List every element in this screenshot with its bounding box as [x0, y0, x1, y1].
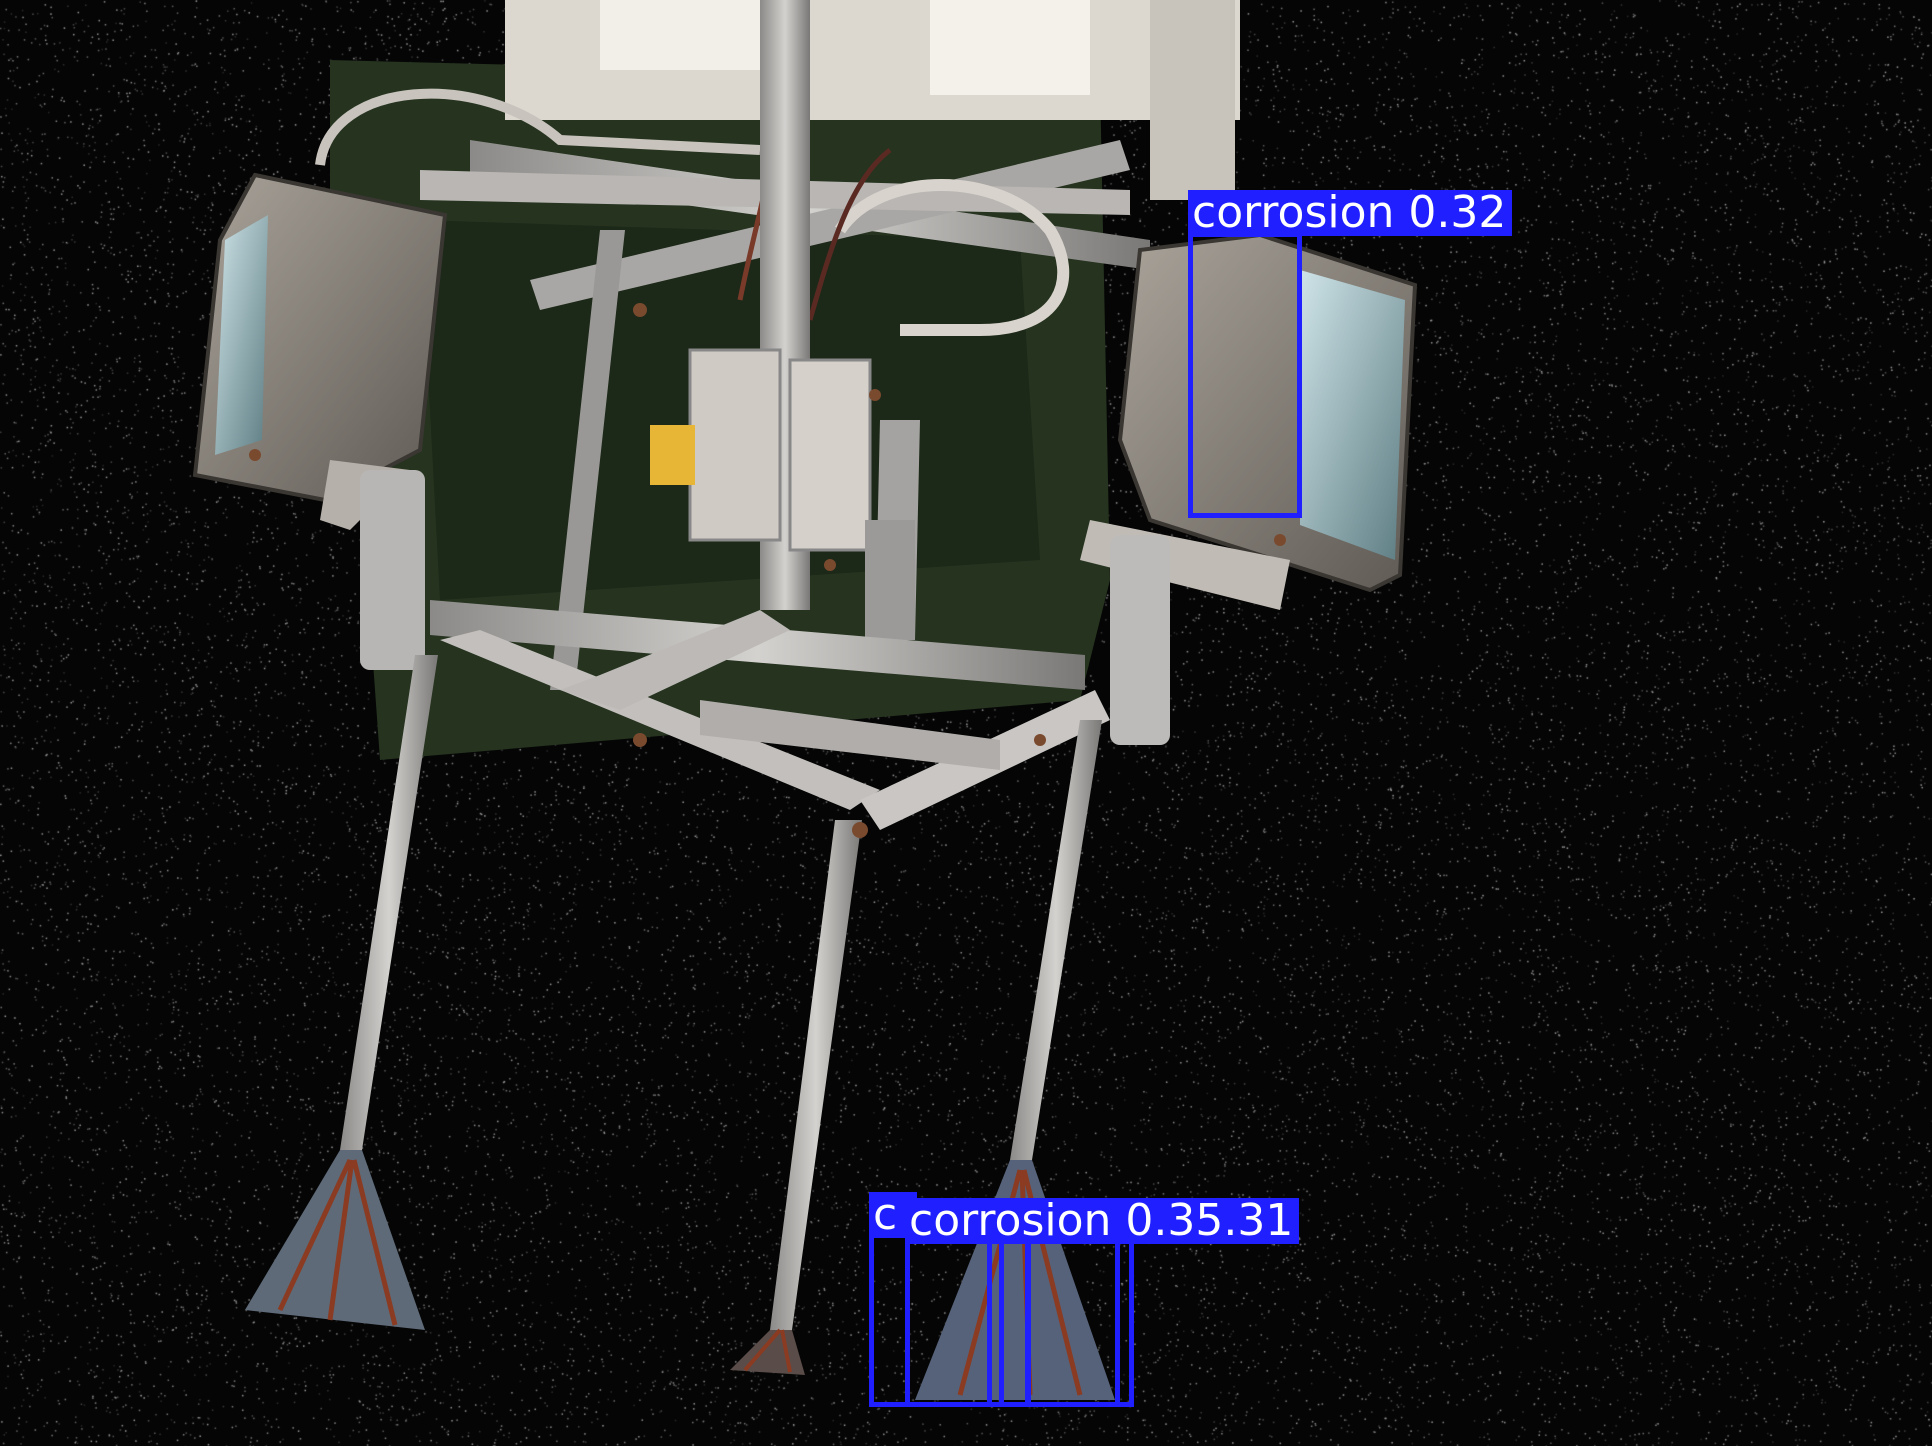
upper-frame-diagonal-2: [530, 140, 1130, 310]
cable-arc-left: [315, 88, 761, 166]
junction-box-left: [688, 348, 782, 542]
center-foot: [730, 1330, 805, 1375]
lower-frame-diag-1: [440, 630, 880, 810]
left-foot-rust: [277, 1158, 398, 1326]
detection-box-corrosion-lower-4: [1026, 1232, 1134, 1407]
lower-frame-diag-3: [560, 610, 790, 710]
left-foot: [245, 1150, 425, 1330]
center-cylinder: [865, 520, 915, 640]
detection-label-corrosion-lower-merged: corrosion 0.35.31: [905, 1198, 1300, 1244]
right-cylinder: [1110, 535, 1170, 745]
lower-frame-mid-bar: [700, 700, 1000, 770]
cable-red-2: [807, 148, 892, 321]
left-lamp-glass: [215, 215, 268, 455]
detection-box-corrosion-upper: [1188, 232, 1302, 518]
top-enclosure-panel-left: [600, 0, 760, 70]
detection-label-corrosion-upper: corrosion 0.32: [1188, 190, 1513, 236]
left-inner-strut: [550, 230, 625, 690]
right-leg: [1010, 720, 1102, 1160]
right-lamp-glass: [1300, 270, 1405, 560]
left-leg: [340, 655, 438, 1150]
junction-box-right: [788, 358, 872, 552]
center-leg: [770, 820, 862, 1330]
center-foot-rust: [743, 1328, 792, 1373]
yellow-tag: [650, 425, 695, 485]
left-cylinder: [360, 470, 425, 670]
top-enclosure-panel-right: [930, 0, 1090, 95]
rust-spots: [249, 303, 1286, 838]
top-enclosure-side: [1150, 0, 1235, 200]
cable-loop-center: [835, 179, 1070, 336]
